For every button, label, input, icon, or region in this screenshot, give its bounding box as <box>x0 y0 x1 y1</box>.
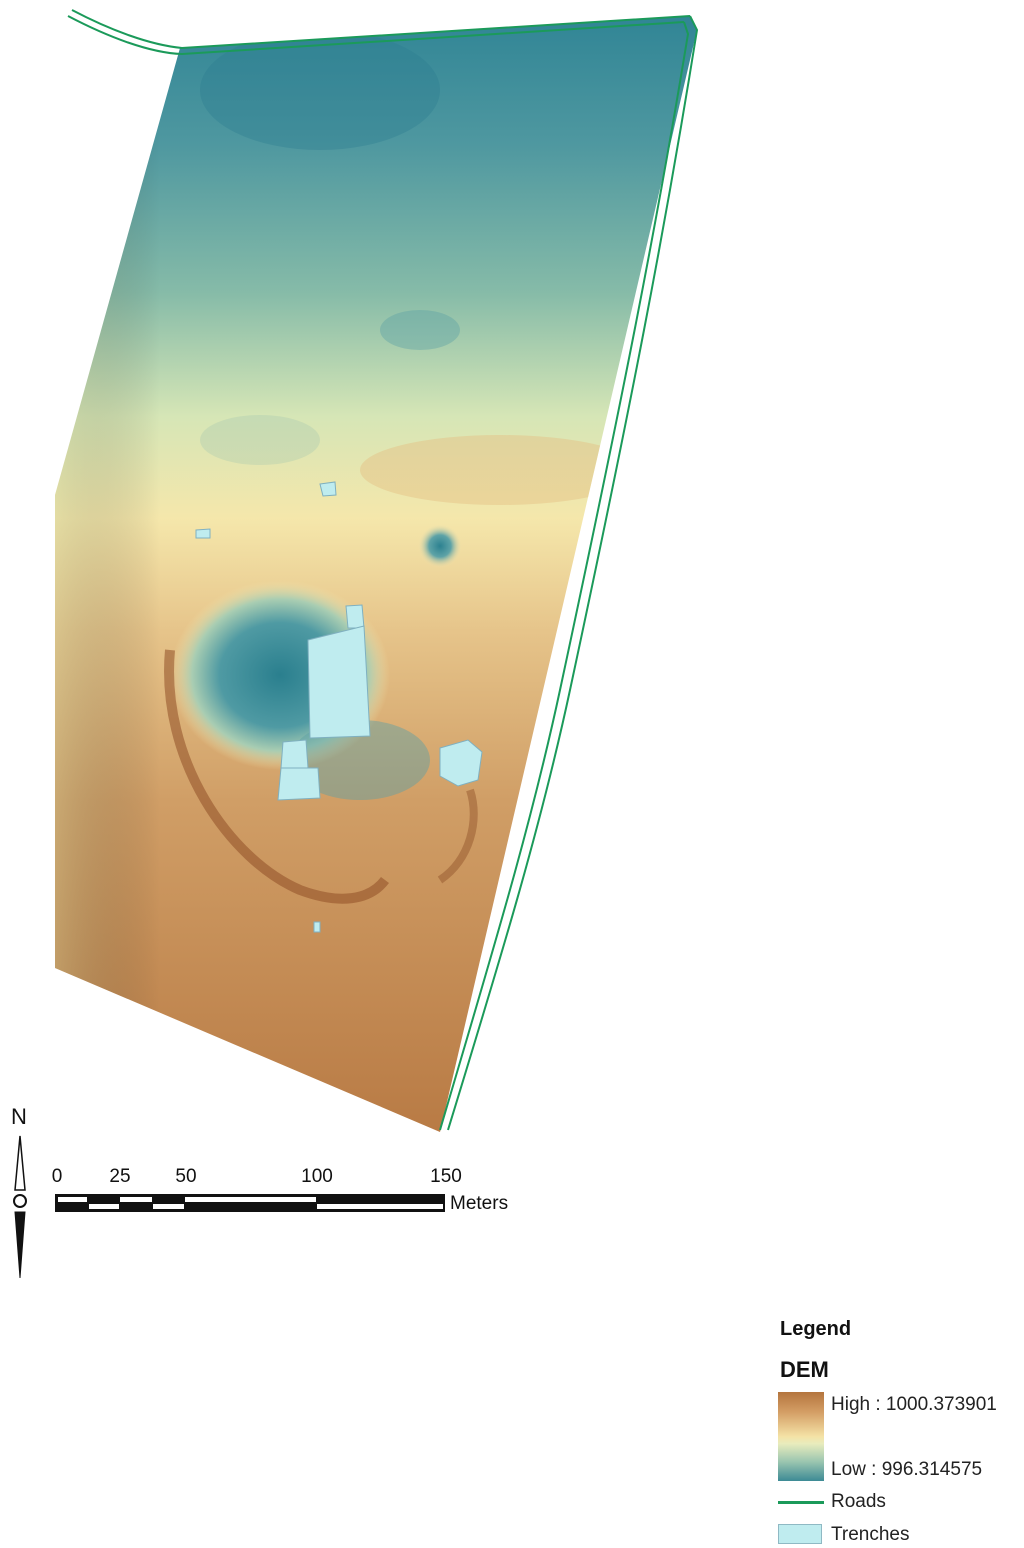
trench-polygon <box>345 604 365 629</box>
roads-layer <box>67 9 699 1131</box>
legend-trenches-label: Trenches <box>831 1524 910 1545</box>
scale-tick-label: 150 <box>430 1166 462 1187</box>
roads-swatch <box>778 1501 824 1504</box>
scale-tick-label: 25 <box>109 1166 131 1187</box>
trench-polygon <box>307 625 371 739</box>
scale-tick-label: 100 <box>301 1166 333 1187</box>
trench-polygon <box>313 921 321 933</box>
scale-units: Meters <box>450 1193 509 1214</box>
trench-polygon <box>439 739 483 787</box>
trench-polygon <box>195 528 211 539</box>
legend-roads-label: Roads <box>831 1491 886 1512</box>
dem-color-ramp <box>778 1392 824 1481</box>
scale-tick-label: 0 <box>51 1166 63 1187</box>
dem-raster <box>55 16 697 1132</box>
legend-high-label: High : 1000.373901 <box>831 1394 997 1415</box>
scale-tick-label: 50 <box>175 1166 197 1187</box>
north-arrow <box>13 1135 27 1279</box>
legend-low-label: Low : 996.314575 <box>831 1459 983 1480</box>
scale-bar <box>55 1194 445 1212</box>
trenches-layer <box>195 481 483 933</box>
trench-polygon <box>280 739 309 769</box>
north-label: N <box>11 1104 27 1129</box>
trench-polygon <box>277 767 321 801</box>
trenches-swatch <box>778 1524 822 1544</box>
legend-layer-name: DEM <box>780 1357 829 1382</box>
legend-title: Legend <box>780 1318 852 1340</box>
trench-polygon <box>319 481 337 497</box>
